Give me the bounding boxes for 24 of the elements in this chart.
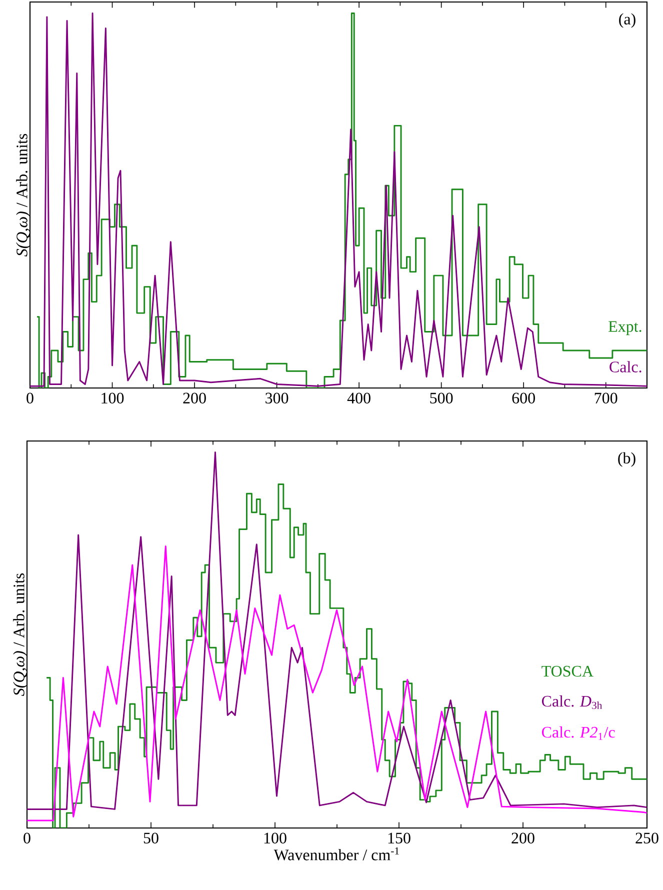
x-tick-label: 0 [26,392,34,404]
x-tick-label: 300 [265,392,288,404]
annotation: (b) [618,452,636,467]
series-label: Expt. [608,321,642,336]
x-tick-label: 200 [183,392,206,404]
series-label: Calc. [609,361,642,372]
x-tick-label: 50 [144,832,158,844]
text: TOSCA [541,666,594,677]
y-axis-title: S(Q,ω) / Arb. units [12,573,28,696]
x-tick-label: 0 [23,832,30,844]
x-tick-label: 250 [635,832,658,844]
text: Calc. D$_{3h}$ [542,695,602,710]
y-axis-title: S(Q,ω) / Arb. units [16,134,30,256]
x-axis-title: Wavenumber / cm$^{-1}$ [274,847,399,860]
x-tick-label: 600 [512,392,535,404]
x-tick-label: 200 [511,832,534,844]
text: Calc. P2$_{1}$/c [542,726,615,740]
x-tick-label: 100 [264,832,286,844]
x-tick-label: 150 [388,832,410,844]
x-tick-label: 700 [594,392,618,404]
x-tick-label: 400 [347,392,370,404]
x-tick-label: 100 [101,392,124,404]
annotation: (a) [618,13,636,28]
x-tick-label: 500 [430,392,452,404]
